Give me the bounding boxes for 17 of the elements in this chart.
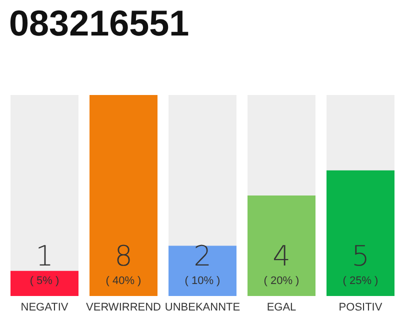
x-tick-label: VERWIRREND: [86, 302, 162, 314]
data-label: 1: [36, 240, 54, 272]
chart-title: 083216551: [9, 2, 190, 44]
annotation: ( 5% ): [30, 275, 60, 287]
data-label: 2: [194, 240, 212, 272]
annotation: ( 40% ): [106, 275, 142, 287]
x-tick-label: UNBEKANNTE: [164, 302, 240, 314]
annotation: ( 20% ): [264, 275, 300, 287]
annotation: ( 10% ): [184, 275, 220, 287]
data-label: 8: [114, 240, 132, 272]
annotation: ( 25% ): [342, 275, 378, 287]
x-tick-label: POSITIV: [338, 302, 383, 314]
x-tick-label: EGAL: [266, 302, 296, 314]
data-label: 4: [272, 240, 290, 272]
x-tick-label: NEGATIV: [20, 302, 69, 314]
bar: [10, 270, 78, 296]
data-label: 5: [352, 240, 370, 272]
